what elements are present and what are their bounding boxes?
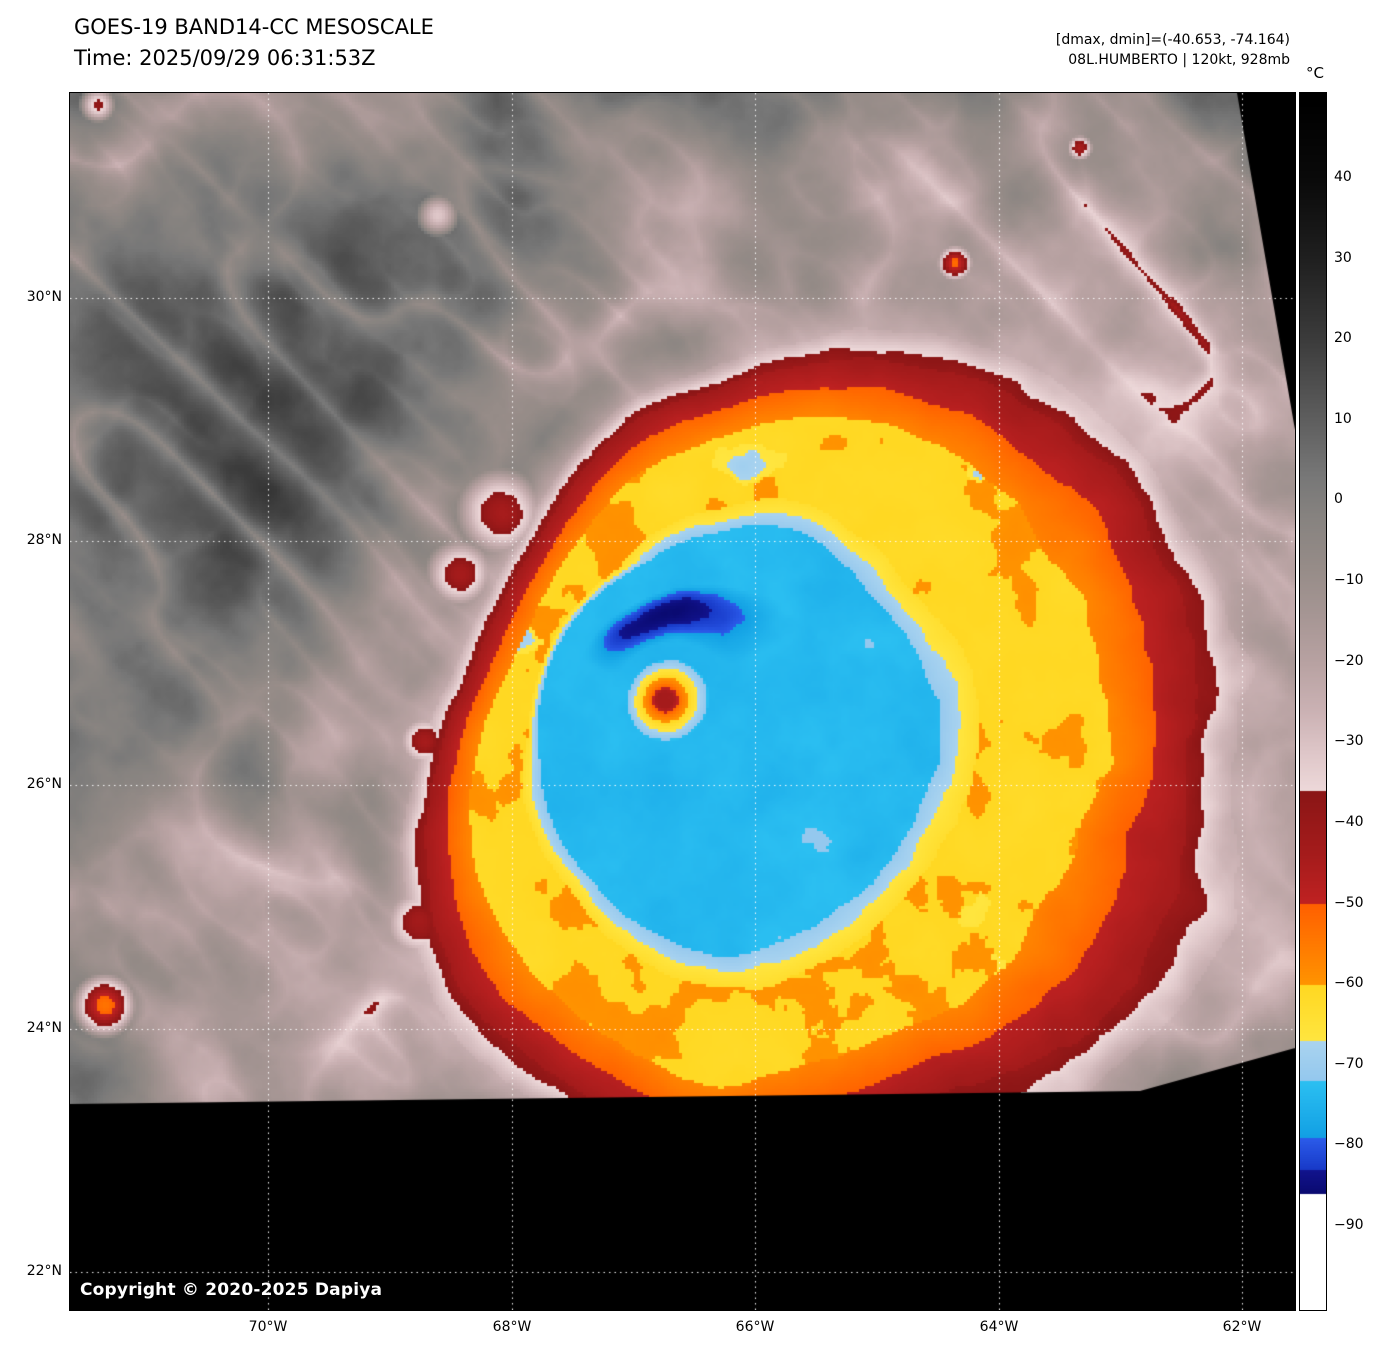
header-right: [dmax, dmin]=(-40.653, -74.164) 08L.HUMB… bbox=[1056, 30, 1290, 70]
lon-label: 66°W bbox=[735, 1319, 775, 1335]
lon-label: 68°W bbox=[492, 1319, 532, 1335]
colorbar-tick-label: −40 bbox=[1334, 813, 1364, 830]
colorbar-tick-label: −10 bbox=[1334, 572, 1364, 589]
colorbar-tick-label: −60 bbox=[1334, 975, 1364, 992]
figure-title: GOES-19 BAND14-CC MESOSCALE bbox=[74, 15, 434, 39]
copyright-notice: Copyright © 2020-2025 Dapiya bbox=[80, 1280, 383, 1300]
dmax-dmin-readout: [dmax, dmin]=(-40.653, -74.164) bbox=[1055, 32, 1290, 48]
colorbar-tick-label: 10 bbox=[1334, 410, 1352, 427]
colorbar-tick-label: −70 bbox=[1334, 1055, 1364, 1072]
lat-label: 30°N bbox=[26, 289, 62, 305]
lon-label: 70°W bbox=[248, 1319, 288, 1335]
figure-time: Time: 2025/09/29 06:31:53Z bbox=[74, 46, 376, 70]
satellite-map-canvas bbox=[69, 92, 1296, 1311]
colorbar-tick-label: −90 bbox=[1334, 1217, 1364, 1234]
lat-label: 22°N bbox=[26, 1263, 62, 1279]
lon-label: 64°W bbox=[979, 1319, 1019, 1335]
colorbar-tick-label: −50 bbox=[1334, 894, 1364, 911]
lat-label: 24°N bbox=[26, 1020, 62, 1036]
lat-label: 26°N bbox=[26, 776, 62, 792]
colorbar-tick-label: −20 bbox=[1334, 652, 1364, 669]
colorbar bbox=[1299, 92, 1327, 1311]
title-block: GOES-19 BAND14-CC MESOSCALE Time: 2025/0… bbox=[74, 12, 434, 74]
colorbar-tick-label: 20 bbox=[1334, 330, 1352, 347]
storm-info: 08L.HUMBERTO | 120kt, 928mb bbox=[1068, 52, 1290, 68]
colorbar-tick-label: −30 bbox=[1334, 733, 1364, 750]
lat-label: 28°N bbox=[26, 532, 62, 548]
colorbar-unit-label: °C bbox=[1306, 64, 1324, 82]
colorbar-tick-label: −80 bbox=[1334, 1136, 1364, 1153]
colorbar-tick-label: 0 bbox=[1334, 491, 1343, 508]
lon-label: 62°W bbox=[1222, 1319, 1262, 1335]
colorbar-tick-label: 30 bbox=[1334, 249, 1352, 266]
colorbar-tick-label: 40 bbox=[1334, 169, 1352, 185]
